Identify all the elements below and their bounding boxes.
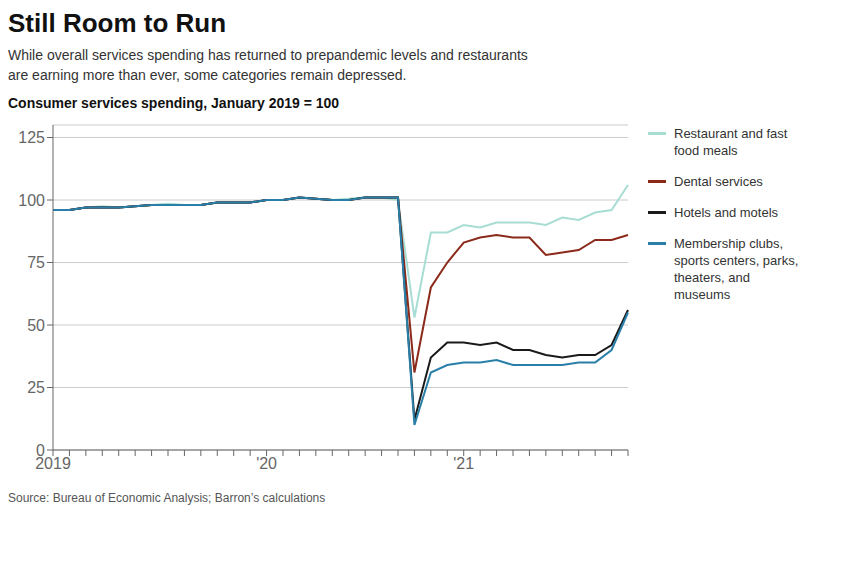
html-text:Source: Bureau of Economic Ana: Source: Bureau of Economic Analysis; Bar… — [8, 491, 326, 505]
html-text:Still Room to Run: Still Room to Run — [8, 8, 227, 38]
html-text:Restaurant and fast food meals: Restaurant and fast food meals — [674, 126, 788, 158]
html-text:Dental services: Dental services — [674, 174, 763, 189]
html-text:Membership clubs, sports cente: Membership clubs, sports centers, parks,… — [674, 236, 799, 302]
svg-text:25: 25 — [27, 379, 45, 396]
svg-text:0: 0 — [36, 442, 45, 459]
svg-text:100: 100 — [18, 192, 45, 209]
svg-text:2019: 2019 — [35, 455, 71, 473]
svg-text:'21: '21 — [453, 455, 474, 472]
html-text:While overall services spendin: While overall services spending has retu… — [8, 47, 528, 83]
svg-text:125: 125 — [18, 129, 45, 146]
svg-text:75: 75 — [27, 254, 45, 271]
html-text:Consumer services spending, Ja: Consumer services spending, January 2019… — [8, 95, 340, 111]
svg-text:50: 50 — [27, 317, 45, 334]
html-text:Hotels and motels: Hotels and motels — [674, 205, 779, 220]
svg-text:'20: '20 — [256, 455, 277, 472]
